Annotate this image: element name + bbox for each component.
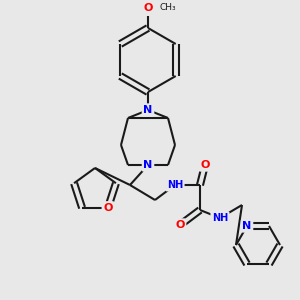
Text: N: N bbox=[143, 160, 153, 170]
Text: N: N bbox=[242, 221, 252, 231]
Text: O: O bbox=[103, 203, 112, 213]
Text: NH: NH bbox=[167, 180, 183, 190]
Text: N: N bbox=[143, 105, 153, 115]
Text: NH: NH bbox=[212, 213, 228, 223]
Text: O: O bbox=[175, 220, 185, 230]
Text: O: O bbox=[200, 160, 210, 170]
Text: CH₃: CH₃ bbox=[160, 4, 177, 13]
Text: O: O bbox=[143, 3, 153, 13]
